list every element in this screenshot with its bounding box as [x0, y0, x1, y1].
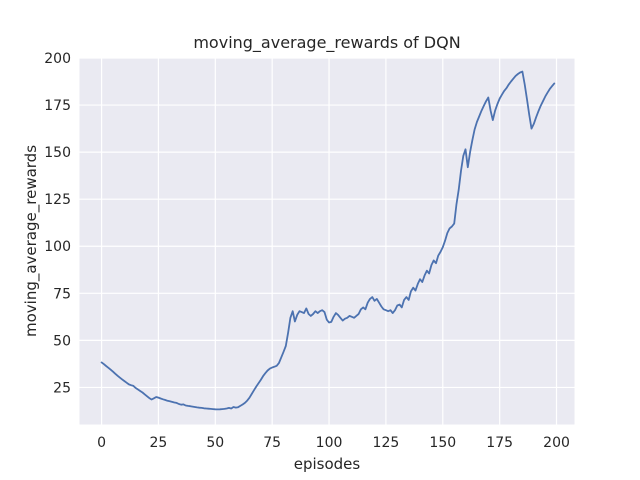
- x-axis-ticks: 0 25 50 75 100 125 150 175 200: [97, 435, 570, 451]
- y-axis-label: moving_average_rewards: [22, 145, 41, 337]
- x-tick-label: 150: [429, 435, 456, 451]
- y-tick-label: 25: [53, 380, 71, 396]
- x-tick-label: 100: [316, 435, 343, 451]
- y-tick-label: 50: [53, 333, 71, 349]
- y-tick-label: 100: [44, 239, 71, 255]
- y-tick-label: 175: [44, 98, 71, 114]
- x-tick-label: 50: [206, 435, 224, 451]
- y-tick-label: 125: [44, 192, 71, 208]
- y-tick-label: 75: [53, 286, 71, 302]
- chart-title: moving_average_rewards of DQN: [193, 33, 460, 53]
- series-group: [100, 70, 556, 411]
- y-tick-label: 200: [44, 51, 71, 67]
- x-tick-label: 75: [263, 435, 281, 451]
- x-tick-label: 125: [373, 435, 400, 451]
- y-axis-ticks: 25 50 75 100 125 150 175 200: [44, 51, 71, 396]
- x-tick-label: 0: [97, 435, 106, 451]
- x-axis-label: episodes: [294, 455, 361, 473]
- reward-line: [100, 70, 556, 411]
- x-tick-label: 175: [486, 435, 513, 451]
- x-tick-label: 200: [543, 435, 570, 451]
- y-tick-label: 150: [44, 145, 71, 161]
- x-tick-label: 25: [150, 435, 168, 451]
- gridlines: [79, 57, 575, 425]
